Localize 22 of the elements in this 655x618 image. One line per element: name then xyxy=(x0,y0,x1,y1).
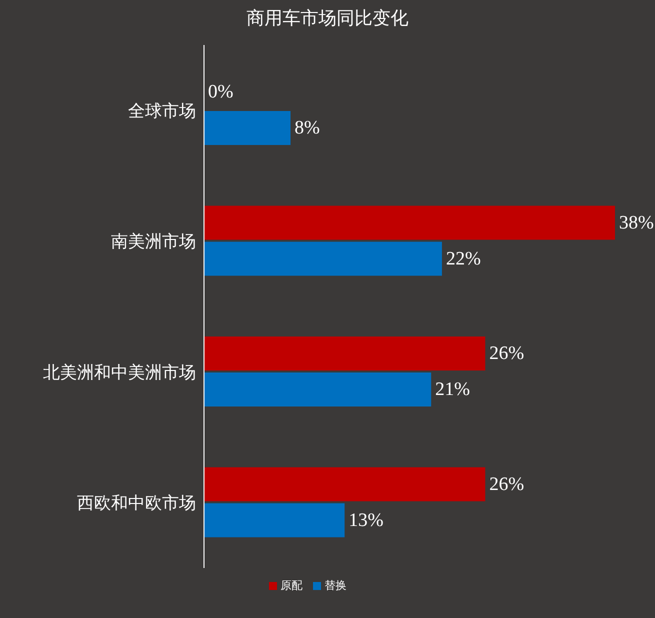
bar xyxy=(204,336,486,370)
bar xyxy=(204,467,486,502)
legend-label: 原配 xyxy=(280,579,302,592)
bar xyxy=(204,206,615,240)
data-label: 8% xyxy=(294,118,320,138)
y-tick-label: 北美洲和中美洲市场 xyxy=(43,362,196,383)
y-tick-label: 全球市场 xyxy=(128,101,196,122)
data-label: 38% xyxy=(619,212,654,234)
data-label: 21% xyxy=(435,379,470,400)
data-label: 13% xyxy=(348,510,384,531)
legend-label: 替换 xyxy=(324,579,346,592)
bar xyxy=(204,111,291,145)
bar xyxy=(204,503,345,538)
data-label: 22% xyxy=(446,248,481,270)
chart-title: 商用车市场同比变化 xyxy=(246,7,410,30)
bar xyxy=(204,242,442,276)
data-label: 26% xyxy=(489,343,524,364)
data-label: 0% xyxy=(208,82,234,102)
y-tick-label: 南美洲市场 xyxy=(111,232,196,252)
data-label: 26% xyxy=(489,474,524,495)
bar xyxy=(204,372,432,406)
y-tick-label: 西欧和中欧市场 xyxy=(77,494,196,514)
